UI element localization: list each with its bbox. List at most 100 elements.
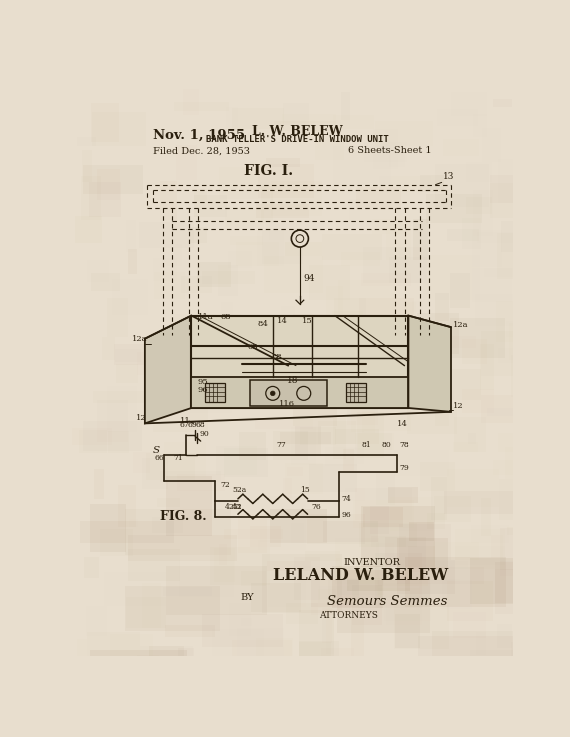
Bar (264, 256, 323, 293)
Bar (447, 581, 493, 621)
Bar (332, 566, 383, 608)
Bar (343, 449, 353, 471)
Bar (129, 519, 138, 527)
Bar (443, 139, 479, 156)
Bar (504, 447, 527, 479)
Bar (274, 566, 324, 576)
Bar (351, 393, 364, 433)
Text: 13: 13 (442, 172, 454, 181)
Text: 95: 95 (198, 378, 208, 386)
Bar (94, 469, 104, 499)
Bar (79, 430, 107, 453)
Bar (420, 579, 460, 607)
Bar (93, 391, 153, 402)
Bar (426, 195, 482, 223)
Bar (237, 628, 284, 659)
Bar (435, 385, 449, 426)
Bar (180, 359, 209, 388)
Text: 96: 96 (198, 386, 208, 394)
Bar (262, 230, 303, 265)
Text: FIG. 8.: FIG. 8. (160, 511, 207, 523)
Bar (373, 129, 398, 169)
Bar (490, 175, 530, 203)
Bar (256, 638, 294, 662)
Bar (495, 562, 528, 603)
Bar (466, 198, 491, 214)
Bar (174, 102, 229, 111)
Bar (157, 498, 181, 507)
Bar (370, 506, 389, 534)
Bar (225, 207, 264, 228)
Text: 18: 18 (287, 376, 298, 385)
Bar (241, 571, 266, 586)
Text: 12: 12 (453, 402, 463, 410)
Text: 14: 14 (276, 318, 287, 325)
Bar (228, 251, 252, 268)
Bar (137, 352, 182, 375)
Bar (291, 427, 316, 464)
Text: 78: 78 (400, 441, 410, 450)
Bar (165, 626, 215, 638)
Bar (417, 313, 459, 354)
Bar (397, 538, 448, 570)
Bar (386, 596, 422, 625)
Bar (424, 256, 481, 300)
Text: 76: 76 (311, 503, 321, 511)
Bar (453, 612, 486, 638)
Bar (455, 529, 504, 570)
Bar (162, 244, 182, 266)
Bar (393, 450, 449, 476)
Text: 14: 14 (397, 419, 408, 427)
Bar (82, 175, 101, 220)
Bar (292, 394, 337, 426)
Bar (224, 528, 283, 539)
Text: 116: 116 (279, 400, 295, 408)
Bar (125, 586, 220, 631)
Text: 12a: 12a (453, 321, 468, 329)
Bar (219, 544, 227, 565)
Bar (107, 298, 128, 337)
Text: Semours Semmes: Semours Semmes (327, 595, 447, 608)
Bar (114, 344, 162, 365)
Text: INVENTOR: INVENTOR (344, 558, 401, 567)
Bar (498, 433, 520, 452)
Bar (128, 549, 180, 581)
Bar (255, 418, 313, 429)
Bar (333, 418, 346, 459)
Bar (385, 583, 431, 621)
Bar (424, 335, 476, 348)
Bar (268, 579, 307, 607)
Bar (347, 383, 366, 402)
Bar (364, 507, 403, 527)
Bar (274, 122, 336, 131)
Bar (355, 488, 413, 520)
Bar (205, 383, 225, 402)
Bar (229, 603, 251, 636)
Text: 77: 77 (276, 441, 286, 450)
Bar (496, 301, 519, 342)
Bar (372, 220, 404, 234)
Bar (328, 579, 384, 595)
Bar (194, 189, 207, 201)
Text: S: S (153, 447, 160, 455)
Bar (266, 158, 300, 167)
Bar (169, 313, 226, 327)
Bar (299, 642, 332, 671)
Bar (359, 298, 414, 324)
Bar (376, 122, 433, 146)
Text: 68: 68 (221, 313, 231, 321)
Bar (250, 526, 280, 548)
Bar (375, 553, 422, 607)
Bar (165, 566, 267, 615)
Bar (247, 335, 295, 352)
Bar (267, 561, 311, 571)
Bar (359, 523, 417, 548)
Bar (378, 588, 420, 607)
Text: 42: 42 (225, 503, 234, 511)
Bar (281, 306, 295, 351)
Polygon shape (145, 315, 192, 423)
Bar (378, 346, 421, 377)
Bar (271, 181, 321, 216)
Bar (146, 453, 194, 480)
Bar (125, 220, 136, 252)
